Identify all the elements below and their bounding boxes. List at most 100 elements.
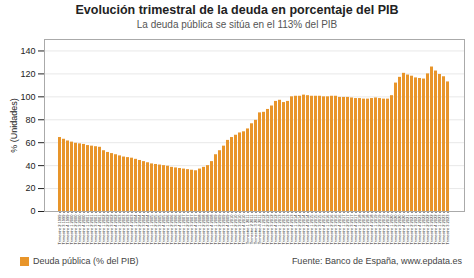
svg-text:Trimestre 4 2002: Trimestre 4 2002 bbox=[113, 214, 119, 245]
svg-text:Trimestre 2 2017: Trimestre 2 2017 bbox=[345, 214, 351, 245]
svg-text:Trimestre 4 2004: Trimestre 4 2004 bbox=[145, 214, 151, 245]
svg-text:Trimestre 3 2011: Trimestre 3 2011 bbox=[253, 214, 259, 245]
svg-text:Trimestre 3 2019: Trimestre 3 2019 bbox=[381, 214, 387, 245]
svg-text:Trimestre 1 2004: Trimestre 1 2004 bbox=[133, 214, 139, 245]
svg-text:Trimestre 1 2006: Trimestre 1 2006 bbox=[165, 214, 171, 245]
html-text:La deuda pública se sitúa en e: La deuda pública se sitúa en el 113% del… bbox=[136, 19, 338, 30]
svg-text:Trimestre 3 2005: Trimestre 3 2005 bbox=[157, 214, 163, 245]
svg-text:Trimestre 4 2012: Trimestre 4 2012 bbox=[273, 214, 279, 245]
svg-text:Trimestre 1 2002: Trimestre 1 2002 bbox=[101, 214, 107, 245]
svg-text:Trimestre 3 2015: Trimestre 3 2015 bbox=[317, 214, 323, 245]
svg-text:Trimestre 4 2010: Trimestre 4 2010 bbox=[241, 214, 247, 245]
svg-text:Trimestre 4 2014: Trimestre 4 2014 bbox=[305, 214, 311, 245]
svg-text:Trimestre 1 2020: Trimestre 1 2020 bbox=[389, 214, 395, 245]
svg-text:Trimestre 2 1999: Trimestre 2 1999 bbox=[57, 214, 63, 245]
svg-text:60: 60 bbox=[25, 138, 35, 148]
svg-text:Trimestre 3 2012: Trimestre 3 2012 bbox=[269, 214, 275, 245]
svg-text:Trimestre 2 2009: Trimestre 2 2009 bbox=[217, 214, 223, 245]
svg-text:Trimestre 2 2007: Trimestre 2 2007 bbox=[185, 214, 191, 245]
svg-text:Trimestre 3 2010: Trimestre 3 2010 bbox=[237, 214, 243, 245]
svg-text:Trimestre 1 2016: Trimestre 1 2016 bbox=[325, 214, 331, 245]
svg-text:Trimestre 1 2003: Trimestre 1 2003 bbox=[117, 214, 123, 245]
svg-text:100: 100 bbox=[20, 92, 35, 102]
svg-text:Trimestre 2 2013: Trimestre 2 2013 bbox=[281, 214, 287, 245]
svg-text:Trimestre 3 2008: Trimestre 3 2008 bbox=[205, 214, 211, 245]
svg-text:Trimestre 4 2009: Trimestre 4 2009 bbox=[225, 214, 231, 245]
svg-text:Trimestre 2 2018: Trimestre 2 2018 bbox=[361, 214, 367, 245]
svg-text:Trimestre 3 2004: Trimestre 3 2004 bbox=[141, 214, 147, 245]
svg-text:Trimestre 2 2001: Trimestre 2 2001 bbox=[89, 214, 95, 245]
svg-text:Trimestre 4 2017: Trimestre 4 2017 bbox=[353, 214, 359, 245]
svg-text:Trimestre 1 2000: Trimestre 1 2000 bbox=[69, 214, 75, 245]
svg-text:Trimestre 3 2014: Trimestre 3 2014 bbox=[301, 214, 307, 245]
svg-text:Trimestre 3 2001: Trimestre 3 2001 bbox=[93, 214, 99, 245]
svg-text:Trimestre 1 2015: Trimestre 1 2015 bbox=[309, 214, 315, 245]
svg-text:Trimestre 1 2017: Trimestre 1 2017 bbox=[341, 214, 347, 245]
svg-text:80: 80 bbox=[25, 115, 35, 125]
svg-text:Trimestre 4 2019: Trimestre 4 2019 bbox=[385, 214, 391, 245]
svg-text:Trimestre 4 1999: Trimestre 4 1999 bbox=[65, 214, 71, 245]
svg-text:Trimestre 3 2006: Trimestre 3 2006 bbox=[173, 214, 179, 245]
svg-text:Trimestre 2 2005: Trimestre 2 2005 bbox=[153, 214, 159, 245]
svg-text:Trimestre 3 2003: Trimestre 3 2003 bbox=[125, 214, 131, 245]
html-text:Deuda pública (% del PIB): Deuda pública (% del PIB) bbox=[33, 256, 139, 266]
svg-text:Trimestre 2 2002: Trimestre 2 2002 bbox=[105, 214, 111, 245]
html-text:Evolución trimestral de la deu: Evolución trimestral de la deuda en porc… bbox=[75, 3, 399, 17]
svg-text:Trimestre 1 2008: Trimestre 1 2008 bbox=[197, 214, 203, 245]
svg-text:Trimestre 4 2003: Trimestre 4 2003 bbox=[129, 214, 135, 245]
svg-text:Trimestre 1 2013: Trimestre 1 2013 bbox=[277, 214, 283, 245]
svg-text:Trimestre 3 2018: Trimestre 3 2018 bbox=[365, 214, 371, 245]
svg-text:Trimestre 3 2017: Trimestre 3 2017 bbox=[349, 214, 355, 245]
svg-text:Trimestre 2 2014: Trimestre 2 2014 bbox=[297, 214, 303, 245]
svg-text:Trimestre 3 1999: Trimestre 3 1999 bbox=[61, 214, 67, 245]
svg-text:Trimestre 2 2008: Trimestre 2 2008 bbox=[201, 214, 207, 245]
svg-text:Trimestre 4 2005: Trimestre 4 2005 bbox=[161, 214, 167, 245]
svg-text:Trimestre 2 2000: Trimestre 2 2000 bbox=[73, 214, 79, 245]
svg-text:Trimestre 4 2006: Trimestre 4 2006 bbox=[177, 214, 183, 245]
svg-text:Trimestre 3 2016: Trimestre 3 2016 bbox=[333, 214, 339, 245]
svg-text:Trimestre 4 2007: Trimestre 4 2007 bbox=[193, 214, 199, 245]
svg-text:Trimestre 4 2018: Trimestre 4 2018 bbox=[369, 214, 375, 245]
svg-text:Trimestre 1 2007: Trimestre 1 2007 bbox=[181, 214, 187, 245]
svg-text:Trimestre 3 2023: Trimestre 3 2023 bbox=[445, 214, 450, 245]
svg-text:Trimestre 3 2002: Trimestre 3 2002 bbox=[109, 214, 115, 245]
svg-text:Trimestre 2 2003: Trimestre 2 2003 bbox=[121, 214, 127, 245]
svg-text:Trimestre 4 2016: Trimestre 4 2016 bbox=[337, 214, 343, 245]
svg-text:Trimestre 2 2020: Trimestre 2 2020 bbox=[393, 214, 399, 245]
svg-text:Trimestre 1 2005: Trimestre 1 2005 bbox=[149, 214, 155, 245]
svg-text:Trimestre 3 2007: Trimestre 3 2007 bbox=[189, 214, 195, 245]
svg-text:40: 40 bbox=[25, 161, 35, 171]
svg-text:Trimestre 3 2020: Trimestre 3 2020 bbox=[397, 214, 403, 245]
svg-text:Trimestre 4 2011: Trimestre 4 2011 bbox=[257, 214, 263, 245]
svg-text:Trimestre 2 2012: Trimestre 2 2012 bbox=[265, 214, 271, 245]
svg-text:Trimestre 1 2014: Trimestre 1 2014 bbox=[293, 214, 299, 245]
svg-text:Trimestre 4 2015: Trimestre 4 2015 bbox=[321, 214, 327, 245]
svg-text:Trimestre 1 2009: Trimestre 1 2009 bbox=[213, 214, 219, 245]
svg-text:Trimestre 2 2016: Trimestre 2 2016 bbox=[329, 214, 335, 245]
svg-text:Trimestre 4 2013: Trimestre 4 2013 bbox=[289, 214, 295, 245]
svg-text:% (Unidades): % (Unidades) bbox=[9, 98, 19, 153]
svg-text:Trimestre 1 2012: Trimestre 1 2012 bbox=[261, 214, 267, 245]
svg-text:0: 0 bbox=[30, 206, 35, 216]
svg-text:Trimestre 4 2000: Trimestre 4 2000 bbox=[81, 214, 87, 245]
svg-text:Trimestre 1 2018: Trimestre 1 2018 bbox=[357, 214, 363, 245]
svg-text:Trimestre 4 2001: Trimestre 4 2001 bbox=[97, 214, 103, 245]
svg-text:Trimestre 2 2010: Trimestre 2 2010 bbox=[233, 214, 239, 245]
svg-text:Trimestre 3 2000: Trimestre 3 2000 bbox=[77, 214, 83, 245]
svg-text:Trimestre 3 2013: Trimestre 3 2013 bbox=[285, 214, 291, 245]
svg-text:Trimestre 2 2006: Trimestre 2 2006 bbox=[169, 214, 175, 245]
svg-text:120: 120 bbox=[20, 69, 35, 79]
svg-text:140: 140 bbox=[20, 46, 35, 56]
svg-text:Trimestre 2 2019: Trimestre 2 2019 bbox=[377, 214, 383, 245]
svg-text:Trimestre 2 2011: Trimestre 2 2011 bbox=[249, 214, 255, 245]
svg-text:20: 20 bbox=[25, 183, 35, 193]
svg-text:Trimestre 1 2019: Trimestre 1 2019 bbox=[373, 214, 379, 245]
svg-text:Trimestre 2 2004: Trimestre 2 2004 bbox=[137, 214, 143, 245]
svg-text:Trimestre 4 2008: Trimestre 4 2008 bbox=[209, 214, 215, 245]
svg-text:Trimestre 1 2011: Trimestre 1 2011 bbox=[245, 214, 251, 245]
svg-text:Trimestre 1 2001: Trimestre 1 2001 bbox=[85, 214, 91, 245]
html-text:Fuente: Banco de España, www.e: Fuente: Banco de España, www.epdata.es bbox=[291, 256, 462, 266]
svg-text:Trimestre 1 2010: Trimestre 1 2010 bbox=[229, 214, 235, 245]
svg-text:Trimestre 2 2015: Trimestre 2 2015 bbox=[313, 214, 319, 245]
svg-text:Trimestre 3 2009: Trimestre 3 2009 bbox=[221, 214, 227, 245]
